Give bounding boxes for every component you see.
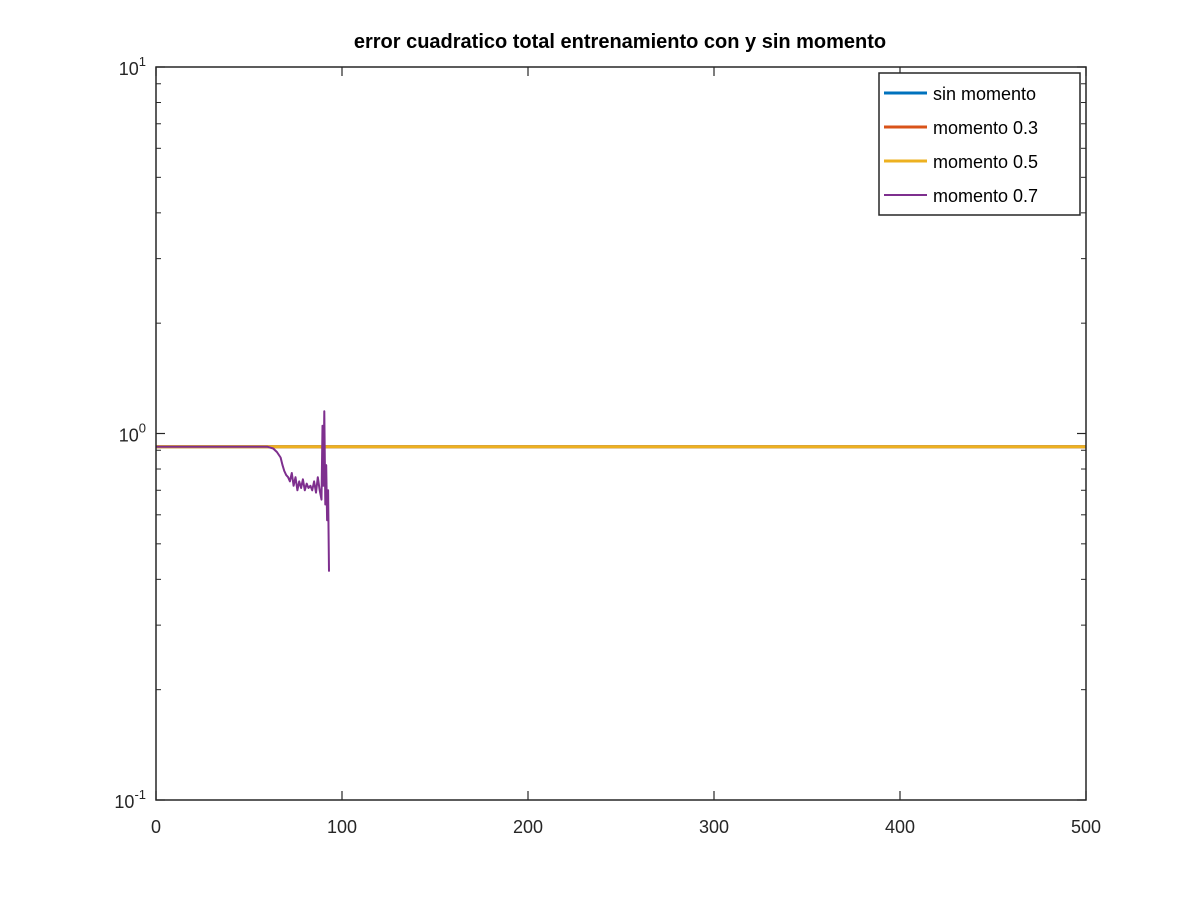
legend-box (878, 72, 1081, 216)
x-tick-label: 400 (885, 817, 915, 837)
x-tick-label: 100 (327, 817, 357, 837)
x-tick-label: 300 (699, 817, 729, 837)
y-tick-label: 101 (119, 54, 146, 79)
x-tick-label: 200 (513, 817, 543, 837)
legend-label-4: momento 0.7 (933, 186, 1038, 206)
series-line-4 (156, 410, 330, 572)
chart-title: error cuadratico total entrenamiento con… (354, 31, 886, 53)
series-layer (156, 410, 1086, 572)
legend: sin momento momento 0.3 momento 0.5 momento… (878, 72, 1081, 216)
x-tick-label: 500 (1071, 817, 1101, 837)
axes-layer: 0 100 200 300 400 500 101 100 10-1 (114, 54, 1101, 837)
y-tick-label: 10-1 (114, 787, 146, 812)
legend-label-2: momento 0.3 (933, 118, 1038, 138)
legend-label-1: sin momento (933, 84, 1036, 104)
x-tick-label: 0 (151, 817, 161, 837)
legend-label-3: momento 0.5 (933, 152, 1038, 172)
y-tick-label: 100 (119, 421, 146, 446)
